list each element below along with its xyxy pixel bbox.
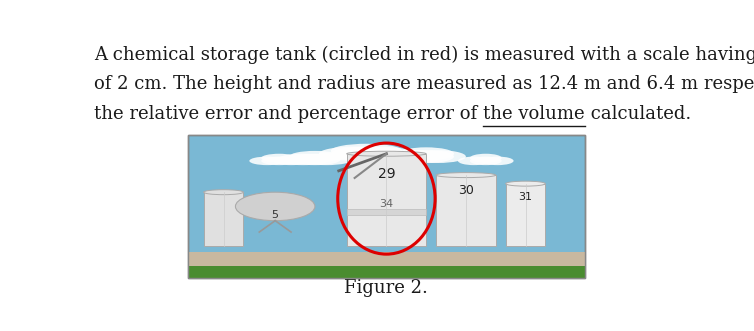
Ellipse shape [235, 192, 315, 221]
Text: 5: 5 [271, 210, 279, 220]
Text: 29: 29 [378, 167, 395, 181]
Ellipse shape [250, 157, 285, 165]
Bar [347, 209, 426, 215]
Ellipse shape [470, 157, 501, 165]
Text: Figure 2.: Figure 2. [345, 279, 428, 297]
Ellipse shape [204, 190, 244, 195]
Ellipse shape [261, 157, 297, 165]
Ellipse shape [387, 150, 442, 163]
Text: of 2 cm. The height and radius are measured as 12.4 m and 6.4 m respectively. Fi: of 2 cm. The height and radius are measu… [94, 75, 754, 93]
Ellipse shape [410, 150, 466, 163]
Bar [188, 263, 585, 278]
Ellipse shape [458, 157, 490, 165]
Text: 31: 31 [519, 192, 532, 203]
Ellipse shape [277, 154, 329, 165]
Text: A chemical storage tank (circled in red) is measured with a scale having an accu: A chemical storage tank (circled in red)… [94, 46, 754, 64]
Ellipse shape [398, 147, 454, 160]
Text: the volume: the volume [483, 105, 585, 122]
Ellipse shape [331, 144, 403, 158]
Text: calculated.: calculated. [585, 105, 691, 122]
Ellipse shape [319, 147, 391, 161]
Ellipse shape [343, 147, 414, 161]
Ellipse shape [398, 150, 454, 163]
Bar [188, 252, 585, 266]
Bar [188, 135, 585, 278]
Ellipse shape [470, 154, 501, 162]
Ellipse shape [289, 154, 341, 165]
Ellipse shape [301, 154, 353, 165]
Text: 34: 34 [379, 199, 394, 209]
Bar [347, 154, 426, 246]
Ellipse shape [436, 172, 495, 178]
Bar [506, 184, 545, 246]
Ellipse shape [331, 147, 403, 161]
Ellipse shape [273, 157, 309, 165]
Text: 30: 30 [458, 184, 474, 197]
Ellipse shape [261, 154, 297, 162]
Ellipse shape [506, 181, 545, 186]
Bar [188, 135, 585, 278]
Ellipse shape [289, 151, 341, 162]
Ellipse shape [482, 157, 513, 165]
Ellipse shape [347, 151, 426, 156]
Bar [204, 192, 244, 246]
Bar [436, 175, 495, 246]
Text: the relative error and percentage error of: the relative error and percentage error … [94, 105, 483, 122]
